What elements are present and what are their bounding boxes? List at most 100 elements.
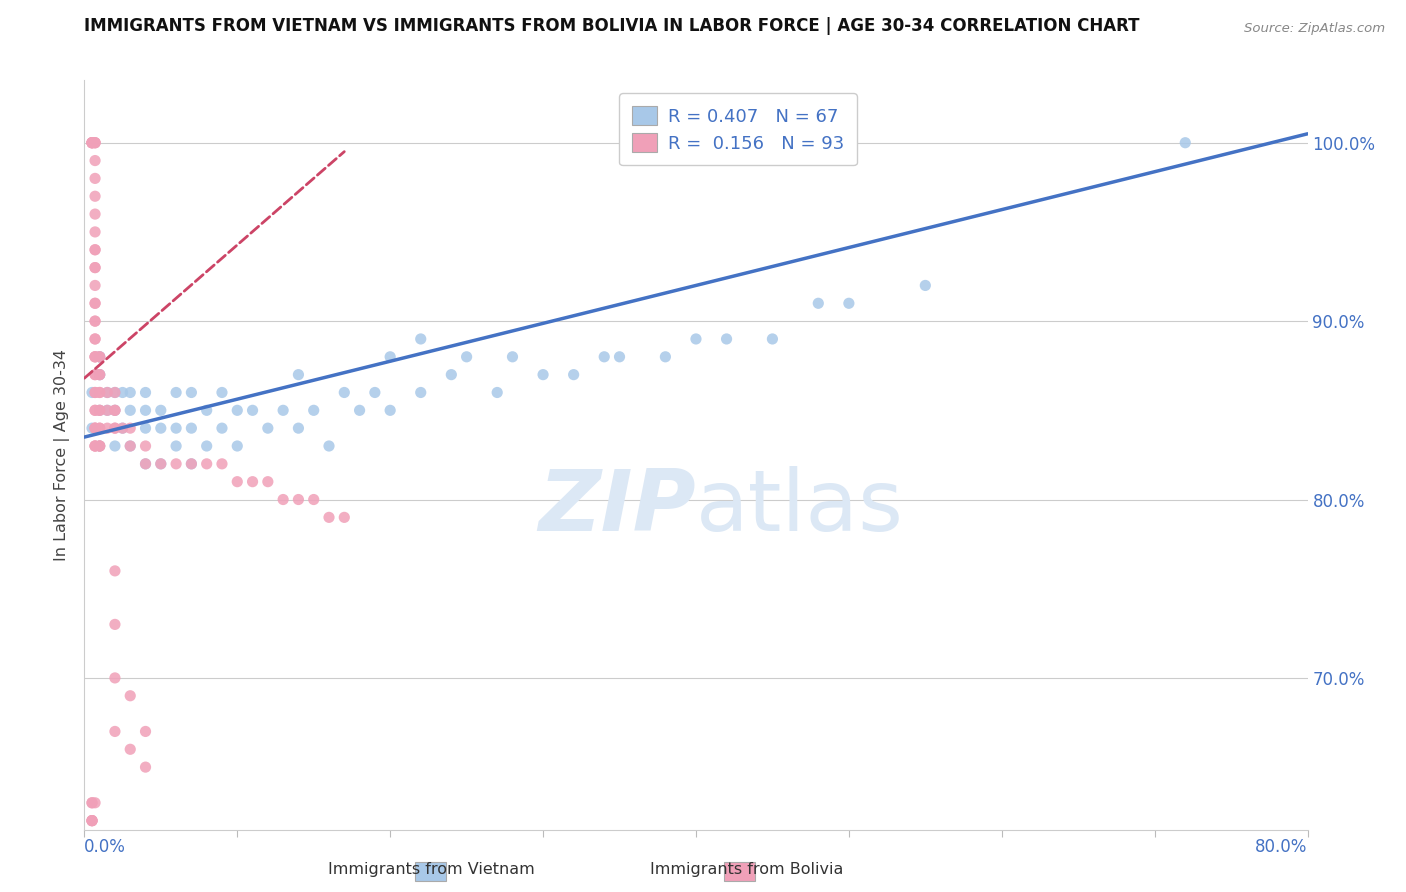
Point bbox=[80, 796, 103, 810]
Point bbox=[80, 385, 103, 400]
Point bbox=[111, 421, 134, 435]
Point bbox=[104, 385, 127, 400]
Point bbox=[165, 457, 187, 471]
Point bbox=[135, 724, 157, 739]
Point bbox=[84, 385, 107, 400]
Point bbox=[302, 492, 325, 507]
Point bbox=[380, 350, 402, 364]
Point bbox=[761, 332, 783, 346]
Point bbox=[257, 475, 280, 489]
Point bbox=[149, 403, 172, 417]
Point bbox=[80, 814, 103, 828]
Point bbox=[271, 403, 294, 417]
Point bbox=[120, 439, 142, 453]
Point bbox=[486, 385, 509, 400]
Point bbox=[84, 368, 107, 382]
Text: atlas: atlas bbox=[696, 466, 904, 549]
Point bbox=[502, 350, 524, 364]
Point bbox=[226, 475, 249, 489]
Point bbox=[84, 439, 107, 453]
Point bbox=[165, 439, 187, 453]
Point bbox=[211, 421, 233, 435]
Point bbox=[84, 332, 107, 346]
Point bbox=[456, 350, 478, 364]
Point bbox=[89, 439, 111, 453]
Point bbox=[84, 243, 107, 257]
Point bbox=[211, 457, 233, 471]
Point bbox=[84, 385, 107, 400]
Point bbox=[364, 385, 387, 400]
Point bbox=[195, 439, 218, 453]
Legend: R = 0.407   N = 67, R =  0.156   N = 93: R = 0.407 N = 67, R = 0.156 N = 93 bbox=[620, 93, 858, 165]
Point bbox=[165, 421, 187, 435]
Point bbox=[89, 403, 111, 417]
Point bbox=[562, 368, 585, 382]
Point bbox=[84, 225, 107, 239]
Point bbox=[287, 492, 309, 507]
Point bbox=[302, 403, 325, 417]
Point bbox=[409, 385, 432, 400]
Point bbox=[89, 385, 111, 400]
Point bbox=[318, 439, 340, 453]
Point bbox=[89, 421, 111, 435]
Point bbox=[440, 368, 463, 382]
Point bbox=[84, 403, 107, 417]
Point bbox=[80, 136, 103, 150]
Point bbox=[84, 403, 107, 417]
Text: Source: ZipAtlas.com: Source: ZipAtlas.com bbox=[1244, 22, 1385, 36]
Point bbox=[84, 439, 107, 453]
Point bbox=[80, 814, 103, 828]
Point bbox=[80, 136, 103, 150]
Point bbox=[318, 510, 340, 524]
Point bbox=[104, 403, 127, 417]
Point bbox=[135, 457, 157, 471]
Point bbox=[257, 421, 280, 435]
Point bbox=[287, 421, 309, 435]
Point bbox=[120, 689, 142, 703]
Text: 0.0%: 0.0% bbox=[84, 838, 127, 856]
Point bbox=[89, 439, 111, 453]
Point bbox=[838, 296, 860, 310]
Point bbox=[84, 368, 107, 382]
Point bbox=[89, 439, 111, 453]
Point bbox=[111, 421, 134, 435]
Point bbox=[180, 457, 202, 471]
Point bbox=[333, 510, 356, 524]
Point bbox=[89, 403, 111, 417]
Point bbox=[96, 403, 118, 417]
Point bbox=[685, 332, 707, 346]
Point bbox=[89, 368, 111, 382]
Point bbox=[80, 814, 103, 828]
Point bbox=[96, 421, 118, 435]
Point bbox=[180, 457, 202, 471]
Point bbox=[149, 457, 172, 471]
Point bbox=[104, 724, 127, 739]
Point bbox=[333, 385, 356, 400]
Point bbox=[89, 385, 111, 400]
Point bbox=[104, 421, 127, 435]
Point bbox=[84, 350, 107, 364]
Point bbox=[914, 278, 936, 293]
Point bbox=[89, 350, 111, 364]
Point bbox=[120, 403, 142, 417]
Point bbox=[84, 796, 107, 810]
Point bbox=[120, 742, 142, 756]
Point bbox=[80, 136, 103, 150]
Point bbox=[349, 403, 371, 417]
Point bbox=[120, 439, 142, 453]
Point bbox=[135, 457, 157, 471]
Point bbox=[89, 350, 111, 364]
Point bbox=[135, 403, 157, 417]
Point bbox=[80, 136, 103, 150]
Point bbox=[84, 421, 107, 435]
Point bbox=[84, 296, 107, 310]
Point bbox=[84, 278, 107, 293]
Point bbox=[84, 207, 107, 221]
Point bbox=[149, 421, 172, 435]
Point bbox=[226, 439, 249, 453]
Point bbox=[716, 332, 738, 346]
Point bbox=[165, 385, 187, 400]
Point bbox=[80, 421, 103, 435]
Point bbox=[84, 421, 107, 435]
Point bbox=[226, 403, 249, 417]
